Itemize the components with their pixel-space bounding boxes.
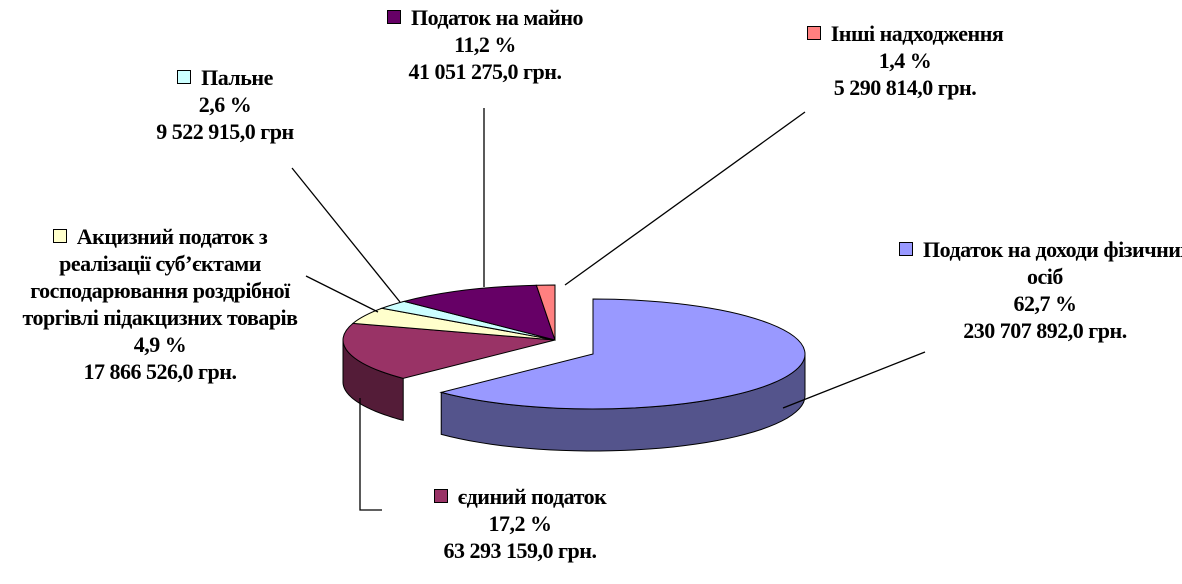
data-label: Акцизний податок з реалізації суб’єктами…: [10, 223, 310, 385]
amount-label: 17 866 526,0 грн.: [83, 359, 237, 384]
label-name: єдиний податок: [370, 483, 670, 510]
leader-line: [782, 351, 926, 409]
label-name: Акцизний податок з реалізації суб’єктами…: [10, 223, 310, 331]
data-label: Інші надходження 1,4 % 5 290 814,0 грн.: [755, 20, 1055, 101]
percent-label: 17,2 %: [488, 511, 553, 536]
percent-label: 11,2 %: [454, 32, 516, 57]
legend-swatch: [386, 10, 401, 24]
slice: [342, 322, 556, 379]
data-label: Податок на майно 11,2 % 41 051 275,0 грн.: [335, 4, 635, 85]
legend-swatch: [433, 489, 448, 503]
slice: [439, 298, 806, 410]
amount-label: 41 051 275,0 грн.: [408, 59, 562, 84]
percent-label: 2,6 %: [198, 92, 252, 117]
amount-label: 9 522 915,0 грн: [156, 119, 294, 144]
category-name: Податок на майно: [410, 5, 584, 30]
percent-label: 4,9 %: [133, 332, 187, 357]
legend-swatch: [177, 70, 192, 84]
percent-label: 1,4 %: [878, 48, 932, 73]
category-name: Акцизний податок з реалізації суб’єктами…: [22, 224, 298, 330]
legend-swatch: [806, 26, 821, 40]
label-name: Податок на майно: [335, 4, 635, 31]
amount-label: 5 290 814,0 грн.: [833, 75, 977, 100]
data-label: Податок на доходи фізичних осіб 62,7 % 230…: [895, 236, 1182, 344]
data-label: єдиний податок 17,2 % 63 293 159,0 грн.: [370, 483, 670, 564]
percent-label: 62,7 %: [1013, 291, 1078, 316]
leader-line: [291, 167, 401, 303]
amount-label: 230 707 892,0 грн.: [963, 318, 1127, 343]
legend-swatch: [52, 229, 67, 243]
data-label: Пальне 2,6 % 9 522 915,0 грн: [100, 64, 350, 145]
leader-line: [359, 398, 382, 511]
slice: [535, 284, 556, 341]
category-name: Інші надходження: [830, 21, 1004, 46]
label-name: Податок на доходи фізичних осіб: [895, 236, 1182, 290]
label-name: Інші надходження: [755, 20, 1055, 47]
label-name: Пальне: [100, 64, 350, 91]
leader-line: [305, 275, 379, 313]
slice: [402, 284, 556, 341]
category-name: Пальне: [201, 65, 273, 90]
category-name: єдиний податок: [457, 484, 607, 509]
category-name: Податок на доходи фізичних осіб: [923, 237, 1182, 289]
legend-swatch: [899, 242, 914, 256]
leader-line: [564, 111, 806, 286]
amount-label: 63 293 159,0 грн.: [443, 538, 597, 563]
